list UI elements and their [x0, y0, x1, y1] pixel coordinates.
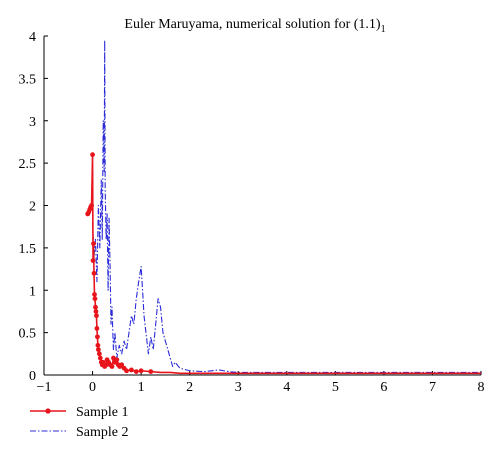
x-tick-label: −1	[37, 380, 52, 395]
series-1-point	[93, 309, 99, 314]
series-1-point	[129, 367, 134, 373]
x-tick-label: 0	[89, 380, 96, 395]
series-1-point	[97, 355, 103, 361]
legend: Sample 1 Sample 2	[30, 405, 129, 440]
series-1-point	[95, 342, 101, 348]
series-line-2	[92, 39, 481, 374]
legend-marker-1	[45, 408, 51, 414]
y-tick-label: 1.5	[19, 242, 37, 257]
y-tick-label: 2.5	[19, 157, 37, 172]
series-1-point	[92, 292, 97, 297]
legend-label-1: Sample 1	[76, 405, 129, 420]
series-1-point	[90, 258, 96, 263]
y-tick-label: 1	[29, 284, 36, 299]
series-1-point	[94, 313, 99, 319]
series-1-point	[133, 369, 139, 375]
series-1-point	[93, 304, 98, 310]
chart-title-text: Euler Maruyama, numerical solution for (…	[124, 17, 381, 32]
x-tick-label: 5	[332, 380, 339, 395]
series-1-point	[148, 369, 154, 375]
y-tick-label: 0.5	[19, 327, 37, 342]
x-tick-label: 7	[429, 380, 436, 395]
y-tick-label: 4	[29, 30, 36, 45]
series-1-point	[91, 241, 96, 247]
x-tick-label: 8	[478, 380, 485, 395]
series-1-point	[124, 368, 129, 374]
y-tick-label: 2	[29, 200, 36, 215]
x-tick-label: 6	[380, 380, 387, 395]
chart-title-subscript: 1	[381, 24, 386, 35]
x-tick-label: 4	[283, 380, 290, 395]
series-1-point	[89, 203, 94, 208]
series-1-point	[138, 368, 144, 374]
x-tick-label: 3	[235, 380, 242, 395]
series-1-point	[95, 347, 101, 352]
y-tick-label: 3	[29, 115, 36, 130]
x-tick-label: 1	[138, 380, 145, 395]
y-tick-label: 0	[29, 369, 36, 384]
series-1-point	[94, 325, 100, 331]
series-1-point	[91, 270, 97, 276]
chart-title: Euler Maruyama, numerical solution for (…	[124, 17, 385, 35]
series-1-point	[109, 364, 115, 369]
x-tick-label: 2	[186, 380, 193, 395]
series-1-point	[92, 296, 98, 302]
series-1-point	[96, 351, 102, 357]
series-1-point	[114, 357, 120, 363]
plot-area: −1 0 1 2 3 4 5 6 7 800.511.522.533.54	[19, 30, 485, 395]
series-1-point	[119, 362, 125, 368]
y-tick-label: 3.5	[19, 72, 37, 87]
series-1-point	[90, 152, 95, 158]
series-1-point	[95, 334, 100, 340]
legend-label-2: Sample 2	[76, 425, 129, 440]
